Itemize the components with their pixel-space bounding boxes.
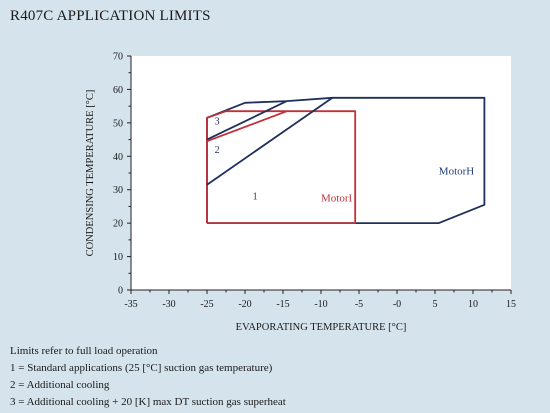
- y-tick-label: 20: [113, 219, 123, 230]
- y-tick-label: 10: [113, 252, 123, 263]
- y-tick-label: 30: [113, 185, 123, 196]
- note-full-load: Limits refer to full load operation: [10, 345, 158, 357]
- x-tick-label: -0: [393, 299, 401, 310]
- annotations: 1 2 3 MotorH MotorI: [215, 117, 475, 205]
- annotation-3: 3: [215, 117, 220, 128]
- chart-title: R407C APPLICATION LIMITS: [10, 8, 211, 24]
- annotation-motori: MotorI: [321, 192, 353, 204]
- x-tick-label: -15: [276, 299, 289, 310]
- axes: -35 -30 -25 -20 -15 -10 -5 -0 5 10 15 0 10 20 30 40 50 60…: [113, 52, 516, 311]
- note-standard: 1 = Standard applications (25 [°C] sucti…: [10, 362, 273, 374]
- annotation-motorh: MotorH: [439, 166, 475, 178]
- x-tick-label: -30: [162, 299, 175, 310]
- application-limits-chart: -35 -30 -25 -20 -15 -10 -5 -0 5 10 15 0 10 20 30 40 50 60…: [85, 52, 516, 334]
- y-tick-label: 40: [113, 152, 123, 163]
- y-tick-label: 0: [118, 286, 123, 297]
- region-boundary-line: [206, 100, 288, 141]
- y-tick-label: 70: [113, 52, 123, 63]
- x-tick-label: -5: [355, 299, 363, 310]
- x-tick-label: 15: [506, 299, 516, 310]
- series-motori-envelope: [206, 110, 357, 225]
- x-tick-label: -10: [314, 299, 327, 310]
- envelopes: [206, 96, 486, 225]
- y-tick-label: 60: [113, 85, 123, 96]
- x-tick-label: 10: [468, 299, 478, 310]
- region-boundary-line: [206, 97, 333, 186]
- notes: Limits refer to full load operation 1 = …: [10, 343, 286, 411]
- x-axis-label: EVAPORATING TEMPERATURE [°C]: [236, 322, 407, 333]
- x-tick-label: 5: [433, 299, 438, 310]
- annotation-2: 2: [215, 145, 220, 156]
- annotation-1: 1: [253, 192, 258, 203]
- x-tick-label: -25: [200, 299, 213, 310]
- x-tick-label: -20: [238, 299, 251, 310]
- y-tick-label: 50: [113, 118, 123, 129]
- note-superheat: 3 = Additional cooling + 20 [K] max DT s…: [10, 396, 286, 408]
- plot-area: [131, 56, 511, 290]
- y-axis-label: CONDENSING TEMPERATURE [°C]: [85, 90, 96, 257]
- note-additional-cooling: 2 = Additional cooling: [10, 379, 110, 391]
- x-tick-label: -35: [124, 299, 137, 310]
- region-boundary-line: [206, 110, 288, 143]
